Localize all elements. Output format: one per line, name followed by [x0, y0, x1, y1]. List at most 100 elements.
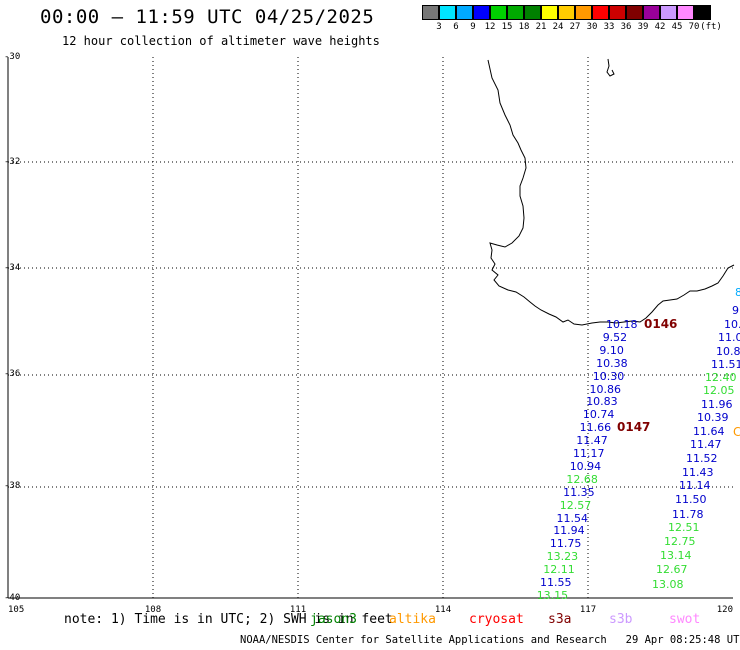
credit-text: NOAA/NESDIS Center for Satellite Applica… [240, 634, 607, 646]
wave-height-value: 12.05 [703, 384, 735, 397]
scale-label: 70 [688, 22, 700, 32]
wave-height-value: 12.11 [543, 563, 575, 577]
wave-height-value: 10. [724, 318, 740, 331]
wave-height-value: 9.10 [599, 343, 624, 357]
scale-label: 24 [552, 22, 564, 32]
wave-height-value: 9. [732, 304, 740, 317]
latitude-label: -38 [4, 481, 21, 491]
wave-height-value: 11.47 [690, 438, 722, 451]
footer-note: note: 1) Time is in UTC; 2) SWH is in fe… [64, 612, 393, 627]
wave-height-value: 10.38 [596, 356, 628, 370]
wave-height-value: 11.96 [701, 398, 733, 411]
wave-height-value: 10.18 [606, 318, 638, 331]
wave-height-value: 10.74 [582, 408, 615, 422]
scale-label: 18 [518, 22, 530, 32]
satellite-legend-item: jason3 [310, 612, 357, 627]
latitude-label: -30 [4, 52, 21, 62]
graticule [8, 57, 733, 598]
scale-swatch [694, 5, 711, 20]
wave-height-value: 13.08 [652, 578, 684, 591]
wave-height-value: 10.83 [586, 395, 618, 409]
wave-height-value: 11.52 [686, 452, 718, 465]
wave-height-value: 10.86 [589, 382, 622, 396]
wave-height-value: 11.54 [556, 511, 589, 525]
wave-height-value: 11.75 [549, 537, 582, 551]
scale-label: 9 [470, 22, 476, 32]
latitude-label: -34 [4, 263, 21, 273]
scale-label: 36 [620, 22, 632, 32]
wave-height-value: 11.14 [679, 479, 711, 492]
wave-height-value: 12.75 [664, 535, 696, 548]
wave-height-value: 11.64 [693, 425, 725, 438]
wave-height-value: 11.66 [579, 421, 612, 435]
longitude-label: 120 [716, 605, 733, 615]
chart-title: 00:00 – 11:59 UTC 04/25/2025 [40, 6, 375, 28]
chart-subtitle: 12 hour collection of altimeter wave hei… [62, 34, 380, 48]
scale-swatch [677, 5, 694, 20]
latitude-label: -32 [4, 157, 21, 167]
wave-height-value: 11.17 [573, 447, 605, 460]
scale-label: 6 [453, 22, 459, 32]
scale-swatch [422, 5, 439, 20]
wave-height-value: 12.67 [656, 563, 688, 576]
wave-height-value: 10.39 [697, 411, 729, 424]
scale-swatch [575, 5, 592, 20]
scale-swatch [660, 5, 677, 20]
cycle-label: 0146 [644, 317, 678, 331]
longitude-label: 105 [8, 605, 25, 615]
scale-swatch [524, 5, 541, 20]
wave-height-value: 11.47 [576, 434, 608, 448]
latitude-label: -36 [4, 369, 21, 379]
wave-height-value: 12.68 [566, 472, 598, 486]
wave-height-value: 12.57 [559, 498, 592, 512]
longitude-label: 114 [434, 605, 452, 615]
scale-label: 45 [671, 22, 683, 32]
scale-label: 30 [586, 22, 598, 32]
scale-label: 15 [501, 22, 513, 32]
wave-height-value: 10.94 [569, 459, 602, 473]
scale-swatch [626, 5, 643, 20]
satellite-legend-item: s3a [548, 612, 572, 627]
wave-height-value: 9.52 [602, 330, 628, 344]
wave-height-value: 11.94 [553, 524, 585, 538]
scale-swatch [456, 5, 473, 20]
coastline [487, 59, 735, 326]
longitude-label: 108 [144, 605, 162, 615]
wave-height-value: 11.78 [672, 508, 704, 521]
scale-swatch [541, 5, 558, 20]
wave-height-value: 11.43 [682, 466, 714, 479]
wave-height-value: 11.50 [675, 493, 707, 506]
scale-label: 33 [603, 22, 615, 32]
wave-height-value: 10.30 [592, 369, 625, 383]
scale-swatch [490, 5, 507, 20]
scale-label: 42 [654, 22, 666, 32]
island-outline [606, 58, 615, 77]
scale-swatch [473, 5, 490, 20]
wave-height-value: 12.40 [705, 371, 737, 384]
scale-swatch [592, 5, 609, 20]
satellite-legend-item: s3b [609, 612, 633, 627]
color-scale-labels: 3 6 9 12 15 18 21 24 27 30 33 36 39 42 45 70 (ft) [422, 22, 740, 34]
wave-height-value: 12.51 [668, 521, 700, 534]
scale-swatch [507, 5, 524, 20]
cycle-label: 0147 [617, 420, 651, 434]
wave-height-value: 13.23 [546, 550, 579, 564]
scale-swatch [439, 5, 456, 20]
wave-height-value: 11.51 [711, 358, 740, 371]
wave-height-value: 11.0 [718, 331, 740, 344]
wave-height-value: 10.80 [716, 345, 740, 358]
scale-label: 27 [569, 22, 581, 32]
scale-label: 12 [484, 22, 496, 32]
scale-swatch [558, 5, 575, 20]
scale-swatch [643, 5, 660, 20]
satellite-legend-item: altika [389, 612, 436, 627]
wave-height-value: 13.15 [536, 588, 569, 602]
scale-label: 21 [535, 22, 547, 32]
wave-height-value: 11.55 [540, 576, 572, 589]
wave-height-value: 11.35 [563, 485, 595, 499]
latitude-label: -40 [4, 593, 21, 603]
satellite-legend-item: cryosat [469, 612, 524, 627]
scale-label: (ft) [700, 22, 722, 32]
longitude-label: 111 [289, 605, 307, 615]
